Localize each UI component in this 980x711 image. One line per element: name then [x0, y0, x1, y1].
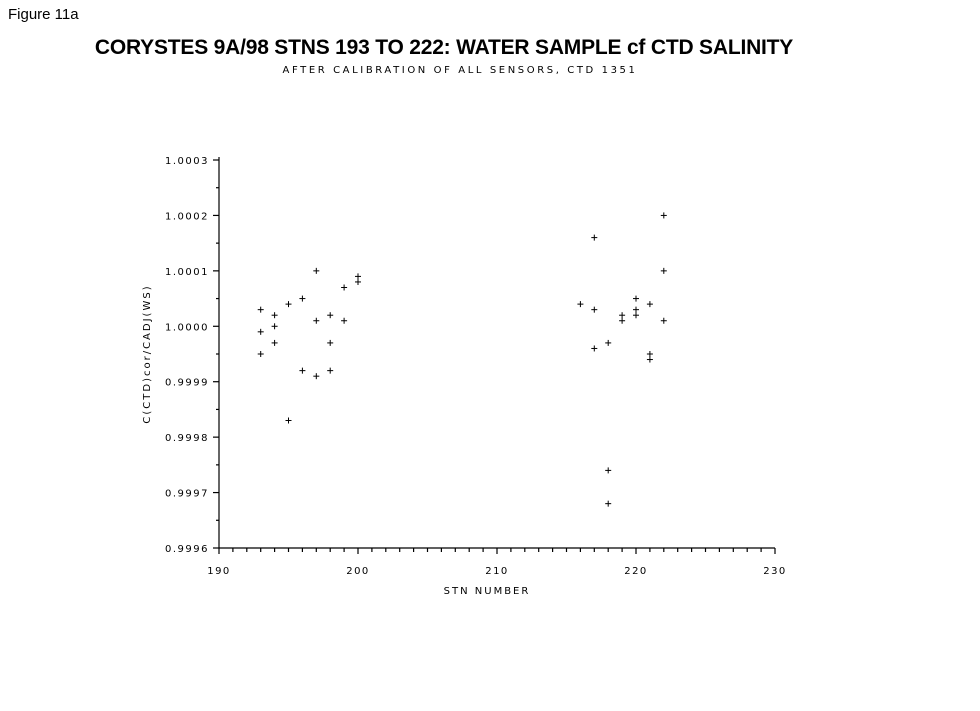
data-point-marker	[285, 417, 292, 424]
data-point-marker	[327, 367, 334, 374]
data-point-marker	[271, 323, 278, 330]
x-tick-label: 200	[346, 566, 370, 577]
x-tick-labels: 190 200 210 220 230	[207, 566, 787, 577]
data-point-marker	[619, 317, 626, 324]
data-point-marker	[633, 312, 639, 319]
data-point-marker	[646, 356, 653, 363]
data-point-marker	[341, 284, 348, 291]
data-point-marker	[646, 301, 653, 308]
y-tick-label: 0.9998	[165, 433, 209, 444]
data-point-marker	[660, 317, 667, 324]
y-tick-label: 0.9996	[165, 544, 209, 555]
data-point-marker	[313, 373, 320, 380]
data-point-marker	[646, 351, 653, 357]
data-point-marker	[633, 295, 639, 302]
data-points	[257, 212, 667, 507]
data-point-marker	[577, 301, 584, 308]
data-point-marker	[605, 339, 612, 346]
data-point-marker	[619, 312, 626, 319]
chart-subtitle: AFTER CALIBRATION OF ALL SENSORS, CTD 13…	[282, 65, 638, 76]
data-point-marker	[257, 351, 264, 357]
figure-label: Figure 11a	[8, 6, 79, 23]
data-point-marker	[633, 306, 639, 313]
data-point-marker	[591, 306, 598, 313]
data-point-marker	[605, 467, 612, 474]
y-tick-label: 0.9999	[165, 378, 209, 389]
y-tick-label: 1.0001	[165, 267, 209, 278]
y-tick-labels: 0.9996 0.9997 0.9998 0.9999 1.0000 1.0001 1.00…	[165, 156, 209, 555]
data-point-marker	[605, 500, 612, 507]
data-point-marker	[341, 317, 348, 324]
data-point-marker	[660, 212, 667, 219]
data-point-marker	[355, 273, 361, 280]
x-tick-label: 230	[763, 566, 787, 577]
data-point-marker	[299, 367, 306, 374]
data-point-marker	[271, 339, 278, 346]
y-tick-label: 1.0000	[165, 322, 209, 333]
y-tick-label: 1.0003	[165, 156, 209, 167]
data-point-marker	[355, 278, 361, 285]
x-tick-label: 190	[207, 566, 231, 577]
chart-title: CORYSTES 9A/98 STNS 193 TO 222: WATER SA…	[94, 36, 794, 59]
data-point-marker	[591, 345, 598, 352]
data-point-marker	[313, 317, 320, 324]
y-tick-label: 1.0002	[165, 211, 209, 222]
data-point-marker	[591, 234, 598, 241]
x-tick-label: 220	[624, 566, 648, 577]
x-axis-title: STN NUMBER	[444, 586, 531, 597]
data-point-marker	[660, 267, 667, 274]
data-point-marker	[313, 267, 320, 274]
data-point-marker	[299, 295, 306, 302]
data-point-marker	[271, 312, 278, 319]
data-point-marker	[257, 328, 264, 335]
axes-group	[213, 157, 776, 554]
data-point-marker	[257, 306, 264, 313]
data-point-marker	[285, 301, 292, 308]
y-tick-label: 0.9997	[165, 489, 209, 500]
x-tick-label: 210	[485, 566, 509, 577]
data-point-marker	[327, 339, 334, 346]
data-point-marker	[327, 312, 334, 319]
y-axis-title: C(CTD)cor/CADJ(WS)	[142, 284, 153, 423]
